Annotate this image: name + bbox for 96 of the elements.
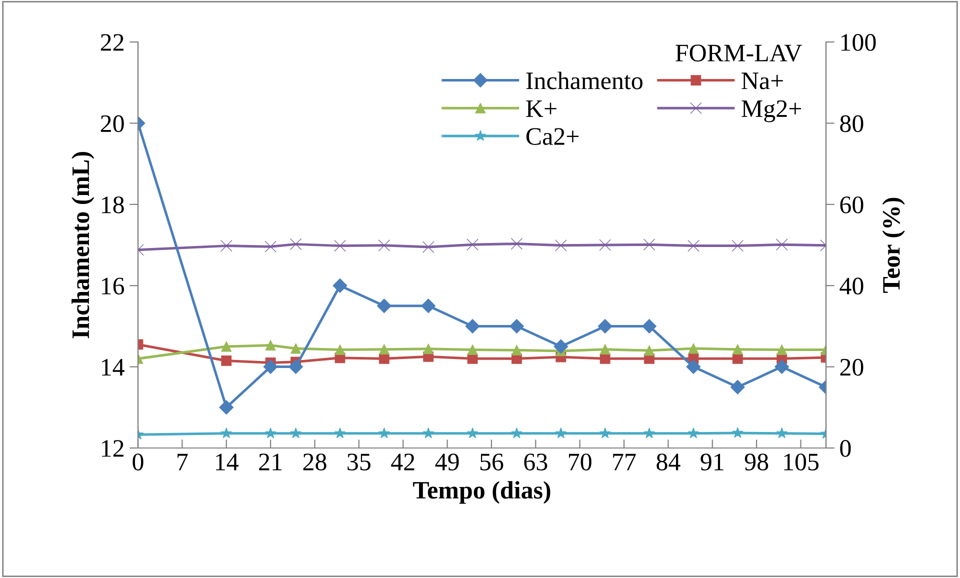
y-tick-label: 16 — [102, 278, 124, 295]
point — [554, 339, 568, 354]
point — [465, 318, 480, 334]
x-tick-label: 91 — [700, 454, 724, 470]
point — [422, 427, 434, 438]
point — [642, 318, 656, 334]
point — [644, 345, 654, 356]
point — [732, 353, 743, 364]
point — [221, 356, 232, 366]
legend-label: Ca2+ — [526, 128, 579, 145]
point — [332, 278, 348, 293]
point — [776, 238, 788, 250]
point — [378, 353, 390, 364]
legend-label: K+ — [526, 100, 556, 117]
point — [263, 360, 278, 374]
point — [376, 298, 392, 314]
y-tick-label: 22 — [100, 34, 124, 51]
point — [334, 344, 346, 355]
point — [422, 241, 434, 253]
point — [730, 380, 745, 394]
y-tick-label: 14 — [102, 358, 124, 376]
y2-tick-label: 60 — [840, 196, 864, 214]
point — [220, 240, 232, 252]
point — [555, 427, 567, 438]
x-tick-label: 70 — [568, 454, 592, 470]
point — [264, 427, 276, 438]
y-tick-label: 20 — [100, 115, 124, 132]
x-tick-label: 56 — [480, 454, 504, 470]
point — [466, 427, 478, 438]
point — [512, 344, 522, 356]
y2-tick-label: 100 — [841, 34, 876, 51]
point — [290, 238, 302, 250]
point — [598, 318, 612, 334]
legend-label: Mg2+ — [742, 100, 802, 122]
point — [599, 427, 611, 438]
point — [686, 360, 701, 374]
point — [290, 427, 302, 438]
point — [600, 344, 610, 355]
x-tick-label: 84 — [656, 454, 680, 470]
point — [220, 427, 232, 438]
point — [688, 240, 700, 252]
point — [732, 344, 743, 355]
point — [219, 400, 234, 415]
point — [509, 318, 524, 334]
point — [600, 353, 610, 364]
y2-tick-label: 80 — [840, 115, 864, 132]
point — [264, 240, 276, 253]
point — [265, 340, 276, 350]
point — [776, 427, 788, 438]
point — [511, 427, 522, 438]
point — [644, 427, 655, 438]
x-tick-label: 28 — [303, 454, 326, 470]
point — [288, 360, 304, 374]
point — [466, 238, 478, 250]
point — [378, 344, 390, 355]
point — [643, 238, 656, 250]
point — [599, 239, 611, 251]
legend-title: FORM-LAV — [676, 44, 802, 62]
point — [334, 427, 346, 438]
point — [467, 344, 478, 355]
point — [732, 240, 744, 252]
y-tick-label: 12 — [102, 440, 124, 457]
y2-tick-label: 0 — [840, 440, 851, 457]
x-tick-label: 63 — [524, 454, 548, 470]
x-tick-label: 21 — [259, 454, 282, 470]
y2-tick-label: 20 — [840, 358, 864, 376]
x-tick-label: 49 — [435, 454, 459, 470]
x-tick-label: 7 — [178, 454, 188, 470]
point — [688, 343, 699, 354]
y2-axis-title: Teor (%) — [882, 198, 905, 293]
point — [421, 298, 436, 314]
x-axis-title: Tempo (dias) — [413, 481, 550, 504]
x-tick-label: 105 — [784, 454, 819, 470]
y2-tick-label: 40 — [840, 278, 864, 295]
point — [378, 240, 390, 252]
point — [554, 240, 567, 252]
point — [290, 343, 302, 354]
x-tick-label: 77 — [613, 454, 636, 470]
point — [732, 427, 744, 438]
x-tick-label: 0 — [132, 454, 144, 470]
y-tick-label: 18 — [102, 196, 124, 214]
point — [510, 238, 523, 250]
point — [334, 240, 346, 252]
legend-label: Na+ — [742, 72, 783, 90]
y-axis-title: Inchamento (mL) — [72, 152, 94, 338]
x-tick-label: 98 — [744, 454, 768, 470]
legend-label: Inchamento — [526, 72, 642, 90]
point — [423, 344, 434, 354]
point — [688, 427, 700, 438]
x-tick-label: 35 — [348, 454, 370, 470]
point — [221, 341, 232, 352]
point — [776, 344, 788, 355]
x-tick-label: 14 — [216, 454, 238, 470]
x-tick-label: 42 — [391, 454, 414, 470]
point — [774, 360, 790, 374]
point — [378, 427, 390, 438]
